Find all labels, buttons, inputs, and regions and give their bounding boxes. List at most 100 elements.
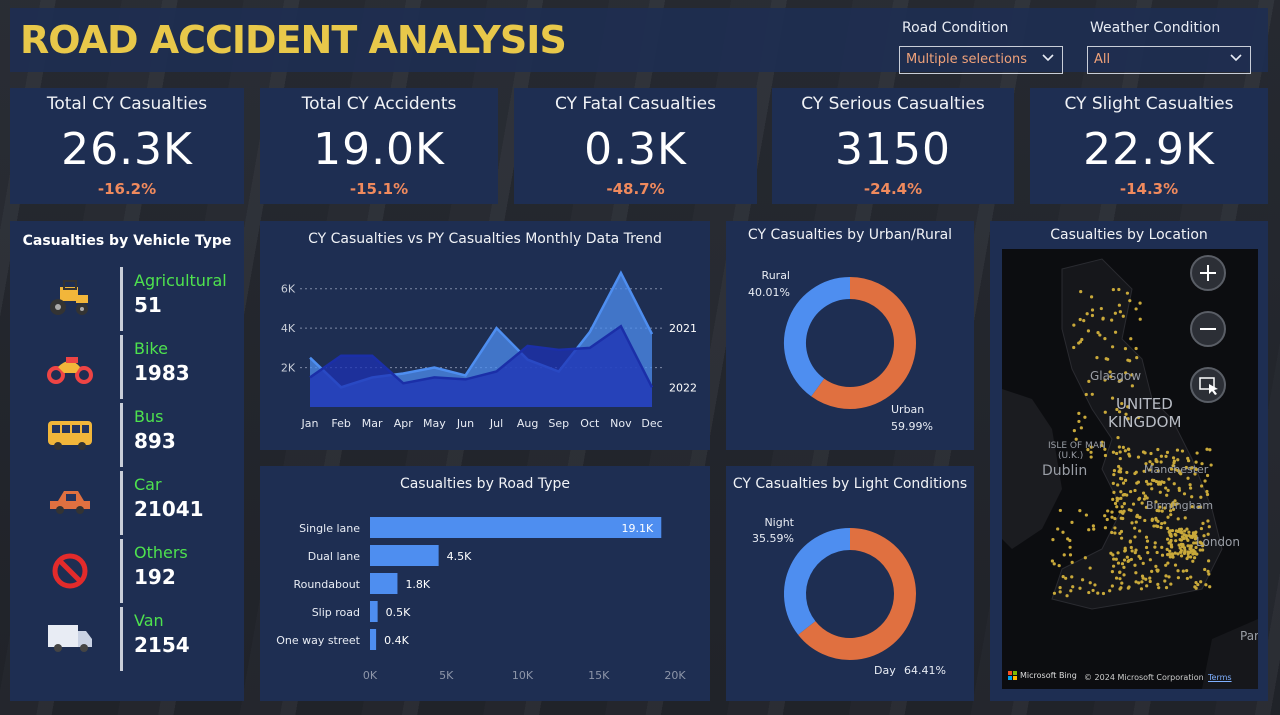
slice-percent-label: 64.41% [904,664,946,677]
monthly-trend-chart[interactable]: 2K 4K 6K 2021 2022 Jan Feb Mar Apr May Jun Jul Aug Se… [260,221,710,450]
map-label-isle: ISLE OF MAN [1048,441,1106,451]
chevron-down-icon [1230,54,1242,62]
location-dot [1200,544,1205,548]
location-dot [1179,472,1183,476]
kpi-delta: -24.4% [863,180,923,198]
map-terms-link[interactable]: Terms [1208,673,1232,682]
series-area-2022[interactable] [310,326,652,407]
location-dot [1119,536,1124,540]
slice-name-label: Urban [891,403,924,416]
map-label-birmingham: Birmingham [1146,499,1214,512]
bar[interactable] [370,517,662,538]
location-dot [1156,469,1160,473]
slice-percent-label: 59.99% [891,420,933,433]
location-dot [1117,410,1122,414]
weather-condition-dropdown[interactable]: All [1087,46,1251,74]
location-dot [1117,470,1121,474]
location-dot [1087,590,1091,595]
location-dot [1205,447,1209,451]
separator [120,539,123,603]
vehicle-row-car[interactable]: Car 21041 [10,471,244,535]
chart-title: CY Casualties by Urban/Rural [747,227,953,243]
car-icon [50,491,90,514]
location-dot [1068,538,1072,543]
location-dot [1106,509,1110,513]
location-dot [1150,487,1154,491]
location-dot [1149,482,1153,486]
location-dot [1072,345,1076,350]
vehicle-row-bus[interactable]: Bus 893 [10,403,244,467]
location-dot [1090,392,1094,396]
location-dot [1194,530,1198,534]
location-dot [1077,419,1081,424]
kpi-delta: -15.1% [349,180,409,198]
category-label: Roundabout [293,578,360,591]
bar[interactable] [370,629,377,650]
map-title: Casualties by Location [1050,227,1208,243]
location-dot [1153,541,1157,545]
location-dot [1134,470,1138,474]
road-condition-dropdown[interactable]: Multiple selections [899,46,1063,74]
location-dot [1108,370,1112,374]
location-dot [1130,384,1134,388]
location-dot [1070,575,1074,579]
light-conditions-donut[interactable]: Night 35.59% Day 64.41% [726,466,974,701]
location-dot [1134,307,1138,311]
location-dot [1101,317,1105,321]
location-dot [1188,486,1193,490]
road-condition-value: Multiple selections [906,52,1027,67]
location-dot [1171,456,1176,460]
location-dot [1129,489,1133,494]
vehicle-row-van[interactable]: Van 2154 [10,607,244,671]
donut-slice-urban[interactable] [811,277,916,409]
road-type-chart[interactable]: Single lane 19.1K Dual lane 4.5K Roundabout 1… [260,466,710,701]
location-dot [1117,379,1121,384]
location-dot [1061,575,1065,579]
location-dot [1172,482,1176,486]
location-dot [1152,524,1156,528]
map-canvas[interactable]: UNITED KINGDOM Dublin Glasgow ISLE OF MA… [1002,249,1258,689]
location-dot [1078,586,1082,590]
bar[interactable] [370,545,439,566]
vehicle-name: Bus [134,407,164,426]
location-dot [1134,580,1138,584]
location-dot [1089,455,1093,459]
location-dot [1159,525,1163,530]
location-dot [1058,590,1062,594]
location-dot [1143,494,1147,498]
location-dot [1186,555,1190,559]
kpi-title: CY Fatal Casualties [555,94,716,114]
location-dot [1133,535,1137,539]
zoom-out-button[interactable] [1190,311,1226,347]
vehicle-row-agricultural[interactable]: Agricultural 51 [10,267,244,331]
urban-rural-donut[interactable]: Rural 40.01% Urban 59.99% [726,221,974,450]
location-dot [1150,569,1154,574]
bar-value-label: 4.5K [447,550,472,563]
location-dot [1137,554,1141,558]
location-dot [1156,519,1160,523]
location-dot [1194,460,1198,464]
zoom-in-button[interactable] [1190,255,1226,291]
location-dot [1156,568,1160,572]
category-label: Dual lane [308,550,361,563]
donut-slice-day[interactable] [798,528,916,660]
location-dot [1113,501,1118,506]
bus-icon [48,421,92,450]
location-dot [1112,490,1116,494]
location-dot [1129,557,1134,562]
vehicle-row-bike[interactable]: Bike 1983 [10,335,244,399]
bar[interactable] [370,601,378,622]
vehicle-name: Others [134,543,188,562]
select-area-button[interactable] [1190,367,1226,403]
location-dot [1079,289,1083,294]
van-icon [48,625,92,652]
bar[interactable] [370,573,398,594]
vehicle-row-others[interactable]: Others 192 [10,539,244,603]
location-dot [1134,520,1138,524]
location-dot [1169,467,1174,471]
location-dot [1086,329,1091,333]
location-dot [1198,548,1202,552]
location-dot [1114,576,1119,580]
donut-slice-rural[interactable] [784,277,851,397]
donut-slice-night[interactable] [784,528,851,635]
